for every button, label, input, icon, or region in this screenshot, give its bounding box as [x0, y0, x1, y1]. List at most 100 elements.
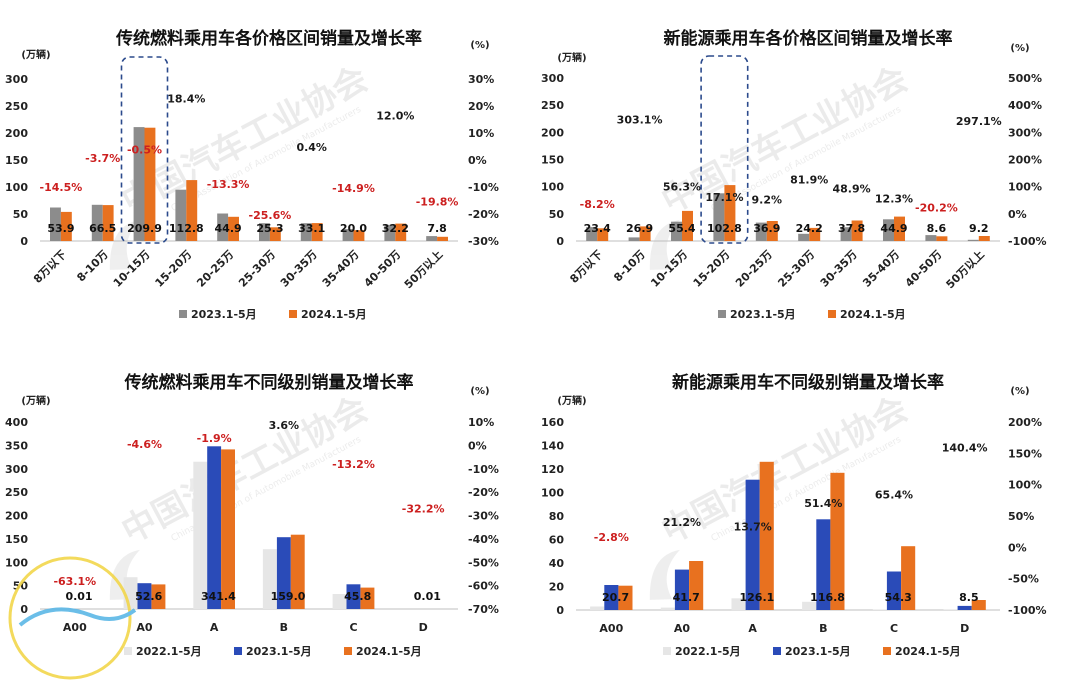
y2-tick-label: -100%: [1008, 235, 1047, 248]
bar-202315-2: [207, 446, 221, 609]
y-tick-label: 0: [556, 604, 564, 617]
chart-panel-4: 新能源乘用车不同级别销量及增长率(万辆)(%)02040608010012014…: [541, 372, 1047, 658]
bar-202415-9: [437, 237, 448, 241]
legend-item: 2022.1-5月: [663, 645, 741, 658]
legend-swatch: [234, 647, 242, 655]
value-label: 116.8: [810, 591, 845, 604]
value-label: 159.0: [271, 590, 306, 603]
chart-title: 传统燃料乘用车各价格区间销量及增长率: [115, 28, 422, 49]
y-tick-label: 250: [5, 100, 28, 113]
value-label: 44.9: [215, 222, 242, 235]
y2-tick-label: 200%: [1008, 154, 1042, 167]
right-axis-unit: (%): [1010, 43, 1029, 54]
bar-202415-8: [936, 236, 947, 241]
x-category-label: 30-35万: [278, 248, 320, 290]
y-tick-label: 150: [5, 154, 28, 167]
growth-label: 303.1%: [617, 113, 663, 126]
value-label: 8.5: [959, 591, 979, 604]
value-label: 0.01: [65, 590, 92, 603]
y2-tick-label: -50%: [1008, 573, 1039, 586]
y2-tick-label: -20%: [468, 208, 499, 221]
right-axis-unit: (%): [1010, 386, 1029, 397]
growth-label: 21.2%: [663, 516, 701, 529]
bar-202415-3: [830, 473, 844, 610]
growth-label: 13.7%: [734, 521, 772, 534]
value-label: 24.2: [796, 222, 823, 235]
y-tick-label: 140: [541, 440, 564, 453]
legend-swatch: [124, 647, 132, 655]
value-label: 25.3: [256, 222, 283, 235]
x-category-label: A00: [63, 621, 87, 634]
chart-panel-1: 传统燃料乘用车各价格区间销量及增长率(万辆)(%)050100150200250…: [5, 28, 499, 321]
growth-label: 18.4%: [167, 92, 205, 105]
y-tick-label: 400: [5, 416, 28, 429]
x-category-label: A0: [674, 622, 691, 635]
y-tick-label: 50: [549, 208, 565, 221]
chart-panel-2: 新能源乘用车各价格区间销量及增长率(万辆)(%)0501001502002503…: [541, 28, 1047, 321]
value-label: 53.9: [47, 222, 74, 235]
bar-202215-0: [590, 607, 604, 611]
x-category-label: A00: [599, 622, 623, 635]
x-category-label: B: [280, 621, 288, 634]
growth-label: -20.2%: [915, 201, 958, 214]
legend-swatch: [179, 310, 187, 318]
x-category-label: C: [349, 621, 357, 634]
growth-label: -14.5%: [40, 181, 83, 194]
value-label: 33.1: [298, 222, 325, 235]
value-label: 41.7: [673, 591, 700, 604]
x-category-label: 25-30万: [775, 248, 817, 290]
legend-swatch: [718, 310, 726, 318]
y2-tick-label: 30%: [468, 73, 494, 86]
growth-label: -14.9%: [332, 182, 375, 195]
growth-label: 297.1%: [956, 115, 1002, 128]
y-tick-label: 200: [5, 510, 28, 523]
y-tick-label: 0: [20, 235, 28, 248]
value-label: 20.7: [602, 591, 629, 604]
value-label: 66.5: [89, 222, 116, 235]
y2-tick-label: 0%: [1008, 208, 1027, 221]
bar-202215-2: [193, 462, 207, 609]
growth-label: -2.8%: [594, 531, 629, 544]
x-category-label: 15-20万: [153, 248, 195, 290]
growth-label: 81.9%: [790, 174, 828, 187]
value-label: 44.9: [880, 222, 907, 235]
left-axis-unit: (万辆): [21, 394, 50, 407]
x-category-label: A: [748, 622, 757, 635]
chart-title: 新能源乘用车各价格区间销量及增长率: [664, 28, 953, 49]
y-tick-label: 300: [5, 73, 28, 86]
value-label: 112.8: [169, 222, 204, 235]
y2-tick-label: -20%: [468, 486, 499, 499]
growth-label: -3.7%: [85, 152, 120, 165]
y-tick-label: 200: [541, 126, 564, 139]
value-label: 20.0: [340, 222, 367, 235]
chart-panel-3: 传统燃料乘用车不同级别销量及增长率(万辆)(%)0501001502002503…: [5, 372, 499, 658]
y-tick-label: 20: [549, 581, 565, 594]
legend-label: 2023.1-5月: [191, 308, 257, 321]
y-tick-label: 250: [5, 486, 28, 499]
legend-item: 2023.1-5月: [234, 645, 312, 658]
x-category-label: 8万以下: [567, 248, 605, 286]
y2-tick-label: 10%: [468, 416, 494, 429]
legend-label: 2023.1-5月: [785, 645, 851, 658]
growth-label: 3.6%: [269, 419, 300, 432]
growth-label: -8.2%: [580, 198, 615, 211]
y-tick-label: 0: [556, 235, 564, 248]
value-label: 54.3: [885, 591, 912, 604]
y-tick-label: 300: [5, 463, 28, 476]
legend-item: 2024.1-5月: [883, 645, 961, 658]
value-label: 0.01: [414, 590, 441, 603]
x-category-label: 50万以上: [943, 247, 987, 291]
y-tick-label: 40: [549, 557, 565, 570]
value-label: 36.9: [753, 222, 780, 235]
bar-202315-1: [629, 237, 640, 241]
x-category-label: C: [890, 622, 898, 635]
bar-202315-5: [958, 606, 972, 610]
x-category-label: 15-20万: [691, 248, 733, 290]
legend-item: 2023.1-5月: [718, 308, 796, 321]
legend-swatch: [289, 310, 297, 318]
y2-tick-label: 400%: [1008, 99, 1042, 112]
y2-tick-label: 50%: [1008, 510, 1034, 523]
y2-tick-label: 200%: [1008, 416, 1042, 429]
